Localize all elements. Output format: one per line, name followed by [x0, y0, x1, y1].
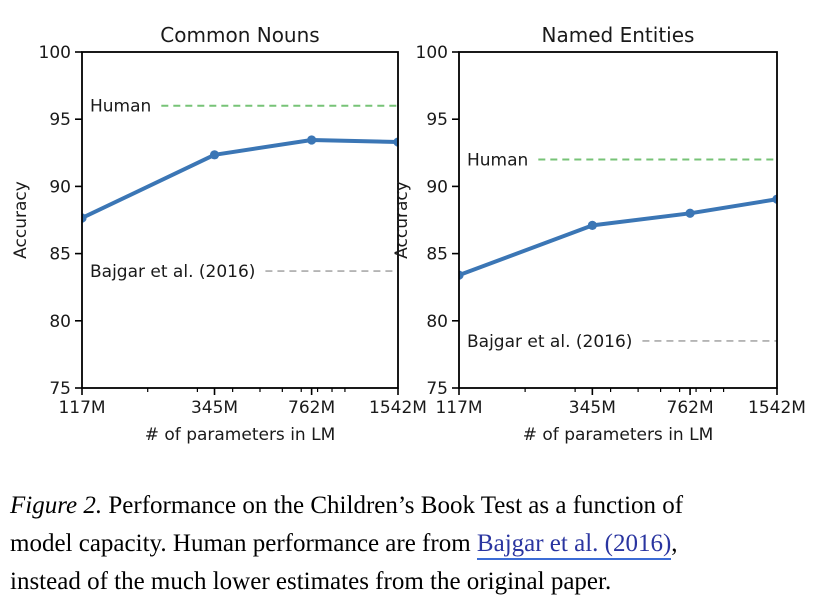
- bajgar-reference-label: Bajgar et al. (2016): [467, 332, 632, 352]
- y-tick-label: 100: [39, 43, 71, 63]
- y-tick-label: 85: [426, 245, 448, 265]
- x-axis-label: # of parameters in LM: [145, 425, 336, 445]
- y-tick-label: 75: [426, 379, 448, 399]
- x-axis-label: # of parameters in LM: [523, 425, 714, 445]
- x-tick-label: 1542M: [748, 398, 806, 418]
- chart-title: Named Entities: [542, 23, 695, 47]
- data-point: [587, 220, 597, 230]
- axis-spines: [458, 51, 778, 389]
- chart-title: Common Nouns: [160, 23, 319, 47]
- y-axis-label: Accuracy: [11, 181, 31, 259]
- data-series: [459, 194, 777, 280]
- data-point: [82, 213, 87, 223]
- x-tick-label: 762M: [667, 398, 714, 418]
- bajgar-reference-label: Bajgar et al. (2016): [90, 262, 255, 282]
- data-point: [209, 150, 220, 160]
- y-tick-label: 85: [49, 245, 71, 265]
- x-tick-label: 1542M: [369, 398, 427, 418]
- cbt-performance-charts: Common Nouns 75 80 85 90 95 100 117M 345M 762M 154…: [11, 23, 806, 445]
- human-reference-label: Human: [90, 97, 151, 117]
- y-tick-label: 80: [426, 312, 448, 332]
- data-point: [459, 270, 464, 280]
- chart-panel-named-entities: Named Entities 75 80 85 90 95 100 117M 345M 762M 1…: [392, 23, 806, 445]
- caption-line: Figure 2. Performance on the Children’s …: [10, 487, 830, 525]
- chart-panel-common-nouns: Common Nouns 75 80 85 90 95 100 117M 345M 762M 154…: [11, 23, 427, 445]
- caption-text: instead of the much lower estimates from…: [10, 568, 612, 595]
- caption-line: instead of the much lower estimates from…: [10, 563, 830, 601]
- y-tick-label: 75: [49, 379, 71, 399]
- data-line: [82, 138, 398, 220]
- data-point: [307, 135, 317, 145]
- y-tick-label: 90: [49, 177, 71, 197]
- citation-link-bajgar[interactable]: Bajgar et al. (2016): [476, 530, 672, 560]
- data-point: [393, 137, 398, 147]
- y-tick-label: 100: [416, 43, 448, 63]
- caption-text: ,: [671, 530, 678, 557]
- human-reference-label: Human: [467, 150, 528, 170]
- caption-text: Performance on the Children’s Book Test …: [102, 492, 684, 519]
- caption-text: model capacity. Human performance are fr…: [10, 530, 477, 557]
- x-tick-label: 345M: [191, 398, 238, 418]
- axis-spines: [81, 51, 399, 389]
- x-tick-label: 117M: [435, 398, 482, 418]
- x-tick-label: 762M: [288, 398, 335, 418]
- data-series: [82, 135, 398, 223]
- x-tick-label: 117M: [58, 398, 105, 418]
- figure-number-label: Figure 2.: [10, 492, 103, 519]
- data-line: [459, 197, 777, 277]
- x-tick-label: 345M: [569, 398, 616, 418]
- y-axis-label: Accuracy: [392, 181, 412, 259]
- figure-caption: Figure 2. Performance on the Children’s …: [10, 487, 830, 601]
- y-tick-label: 80: [49, 312, 71, 332]
- data-point: [685, 208, 695, 218]
- figure-charts: Common Nouns 75 80 85 90 95 100 117M 345M 762M 154…: [11, 23, 806, 445]
- caption-line: model capacity. Human performance are fr…: [10, 525, 830, 563]
- data-point: [772, 194, 777, 204]
- y-tick-label: 95: [49, 110, 71, 130]
- y-tick-label: 90: [426, 177, 448, 197]
- y-tick-label: 95: [426, 110, 448, 130]
